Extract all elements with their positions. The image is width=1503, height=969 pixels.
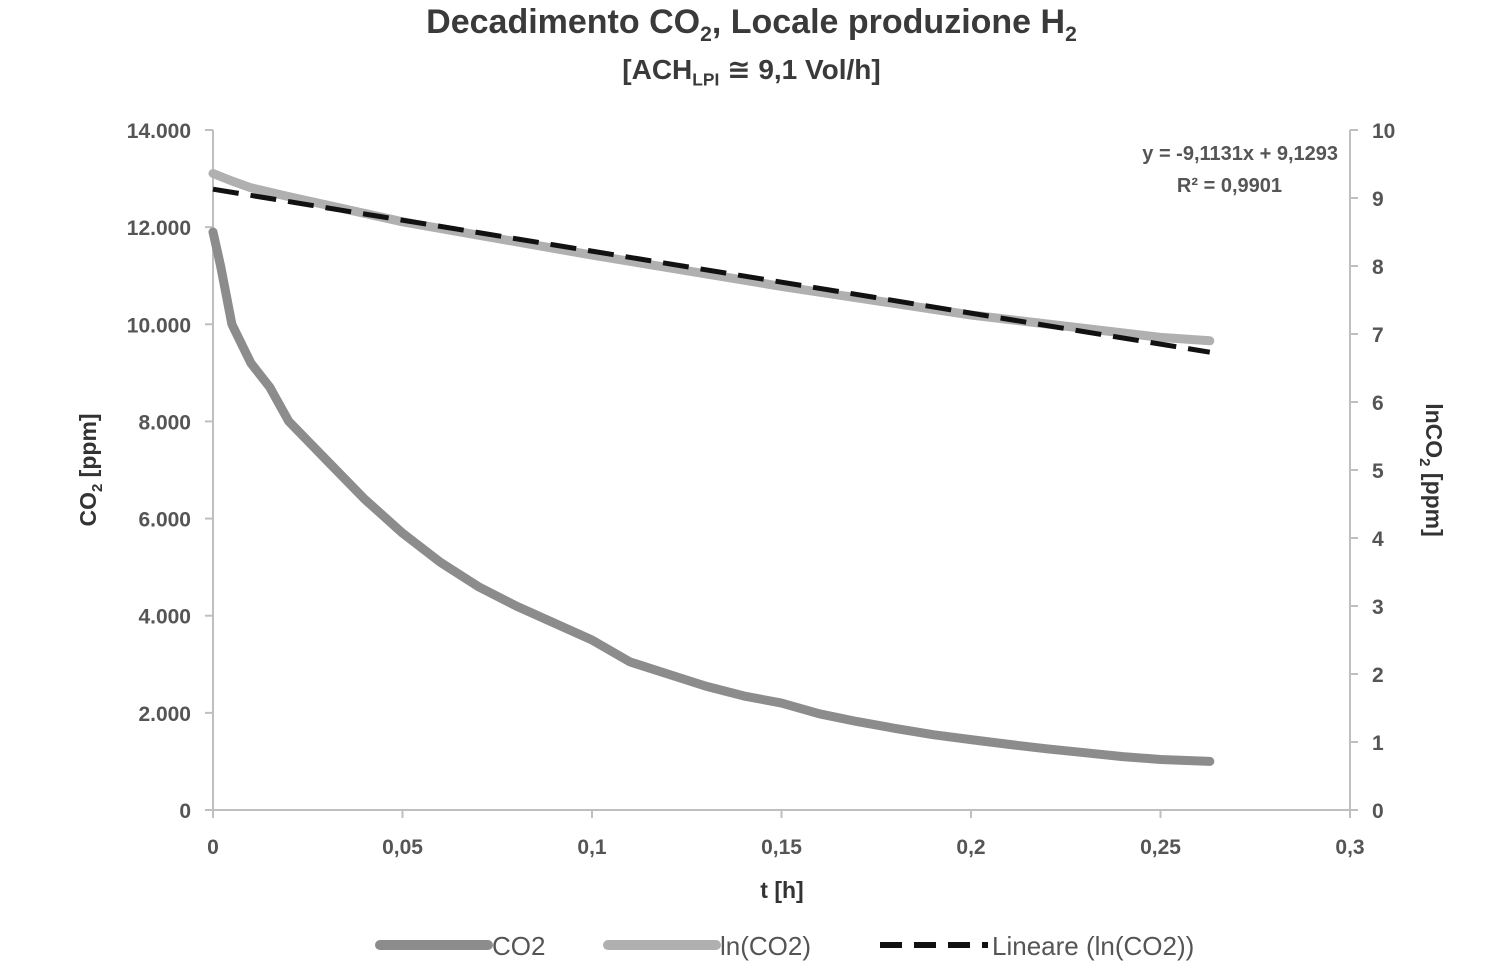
legend-label-trendline: Lineare (ln(CO2)) [992, 931, 1194, 961]
trendline-equation: y = -9,1131x + 9,1293 [1142, 143, 1338, 165]
x-tick-label: 0,05 [382, 836, 423, 859]
y2-tick-label: 1 [1372, 732, 1384, 755]
y2-tick-label: 8 [1372, 256, 1384, 279]
y2-tick-label: 0 [1372, 800, 1384, 823]
y-tick-label: 6.000 [138, 509, 191, 532]
y2-tick-label: 6 [1372, 392, 1384, 415]
y2-axis-label: lnCO2 [ppm] [1416, 403, 1447, 537]
chart-subtitle: [ACHLPI ≅ 9,1 Vol/h] [622, 54, 881, 90]
y2-tick-label: 3 [1372, 596, 1384, 619]
y-axis-label: CO2 [ppm] [75, 413, 106, 526]
y-tick-label: 12.000 [127, 217, 191, 240]
y-tick-group: 0 2.000 4.000 6.000 8.000 10.000 12.000 14.000 [127, 120, 213, 823]
legend: CO2 ln(CO2) Lineare (ln(CO2)) [375, 931, 1194, 961]
y-tick-label: 8.000 [138, 411, 191, 434]
legend-label-co2: CO2 [492, 931, 545, 961]
legend-label-lnco2: ln(CO2) [720, 931, 811, 961]
x-tick-label: 0,3 [1335, 836, 1364, 859]
x-tick-group: 0 0,05 0,1 0,15 0,2 0,25 0,3 [207, 810, 1365, 859]
x-tick-label: 0,1 [577, 836, 607, 859]
y2-tick-label: 2 [1372, 664, 1384, 687]
y-tick-label: 4.000 [138, 606, 191, 629]
chart-title: Decadimento CO2, Locale produzione H2 [426, 3, 1077, 46]
y2-tick-label: 5 [1372, 460, 1384, 483]
y2-tick-label: 7 [1372, 324, 1384, 347]
series-line-trendline [212, 186, 1211, 355]
y-tick-label: 14.000 [127, 120, 191, 143]
series-line-co2 [208, 227, 1215, 766]
x-tick-label: 0,2 [956, 836, 985, 859]
y-tick-label: 2.000 [138, 703, 191, 726]
y2-tick-group: 0 1 2 3 4 5 6 7 8 9 10 [1350, 120, 1395, 823]
y2-tick-label: 9 [1372, 188, 1384, 211]
series-line-lnco2 [208, 169, 1215, 346]
x-axis-label: t [h] [760, 877, 803, 903]
y2-tick-label: 4 [1372, 528, 1384, 551]
x-tick-label: 0,15 [761, 836, 802, 859]
series-group [208, 169, 1215, 766]
x-tick-label: 0,25 [1140, 836, 1181, 859]
y-tick-label: 10.000 [127, 314, 191, 337]
x-tick-label: 0 [207, 836, 219, 859]
y-tick-label: 0 [179, 800, 191, 823]
y2-tick-label: 10 [1372, 120, 1395, 143]
trendline-r2: R² = 0,9901 [1177, 175, 1282, 197]
